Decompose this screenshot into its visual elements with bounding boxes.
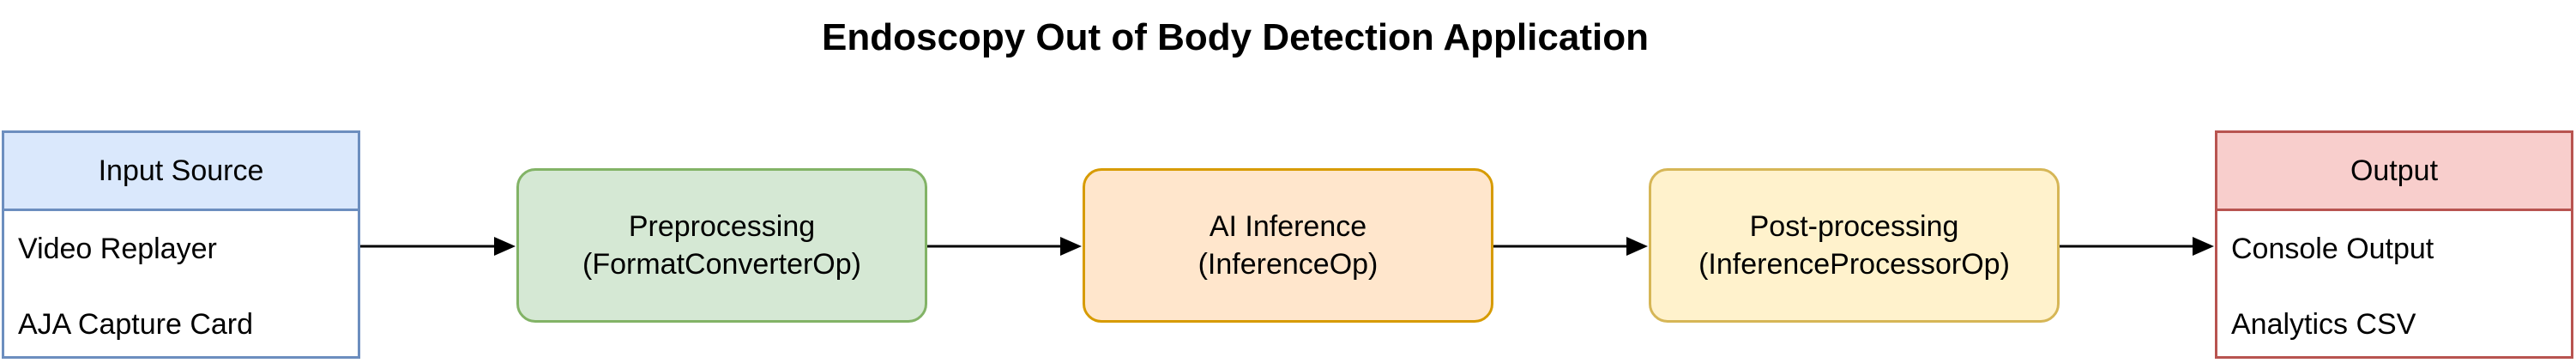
input-source-header: Input Source: [4, 133, 358, 211]
postprocessing-label: Post-processing: [1749, 210, 1959, 243]
arrow-inference-to-postprocessing: [1493, 237, 1648, 256]
ai-inference-label: AI Inference: [1209, 210, 1367, 243]
arrow-input-to-preprocessing: [360, 237, 516, 256]
output-header: Output: [2217, 133, 2571, 211]
input-source-box: Input Source Video Replayer AJA Capture …: [2, 130, 360, 359]
ai-inference-operator: (InferenceOp): [1198, 248, 1378, 281]
output-item-console-output: Console Output: [2231, 232, 2434, 265]
postprocessing-operator: (InferenceProcessorOp): [1698, 248, 2010, 281]
preprocessing-operator: (FormatConverterOp): [582, 248, 861, 281]
output-box: Output Console Output Analytics CSV: [2215, 130, 2573, 359]
preprocessing-label: Preprocessing: [628, 210, 816, 243]
preprocessing-box: Preprocessing (FormatConverterOp): [516, 168, 927, 323]
output-item-analytics-csv: Analytics CSV: [2231, 307, 2416, 341]
arrow-postprocessing-to-output: [2060, 237, 2214, 256]
postprocessing-box: Post-processing (InferenceProcessorOp): [1649, 168, 2060, 323]
input-item-video-replayer: Video Replayer: [18, 232, 217, 265]
ai-inference-box: AI Inference (InferenceOp): [1083, 168, 1493, 323]
arrow-preprocessing-to-inference: [927, 237, 1082, 256]
diagram-title: Endoscopy Out of Body Detection Applicat…: [822, 16, 1649, 58]
input-item-aja-capture-card: AJA Capture Card: [18, 307, 254, 341]
